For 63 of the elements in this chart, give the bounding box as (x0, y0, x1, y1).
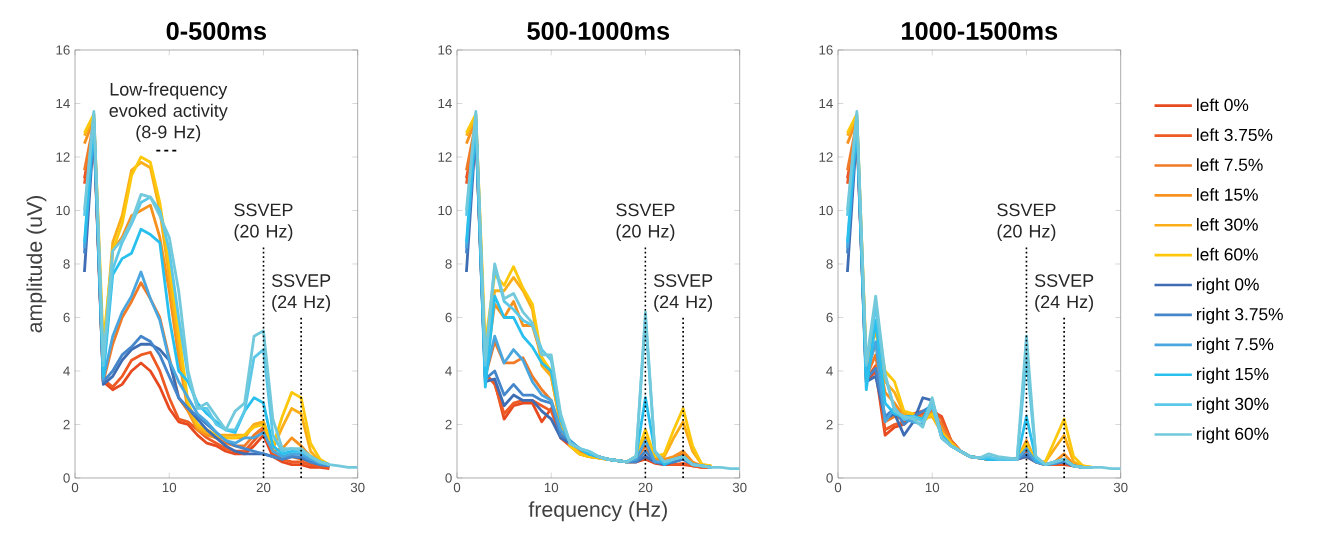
y-tick-label: 2 (63, 419, 70, 430)
y-tick-label: 8 (63, 259, 70, 269)
legend-label: right 7.5% (1197, 337, 1274, 354)
y-tick-label: 14 (56, 98, 70, 109)
ref-line-label: SSVEP (24 Hz) (653, 274, 713, 312)
legend-label: right 3.75% (1197, 307, 1283, 324)
y-tick-label: 12 (56, 152, 70, 162)
legend-label: left 30% (1197, 217, 1258, 231)
y-tick-label: 10 (438, 205, 452, 216)
y-tick-label: 8 (826, 259, 833, 269)
y-tick-label: 0 (445, 473, 452, 483)
ref-line-label: SSVEP (24 Hz) (271, 274, 331, 312)
x-tick-label: 0 (834, 482, 842, 493)
legend-label: left 7.5% (1197, 158, 1263, 171)
y-tick-label: 8 (445, 259, 452, 269)
x-tick-label: 30 (1113, 482, 1128, 493)
y-tick-label: 6 (63, 312, 70, 323)
y-tick-label: 6 (826, 312, 833, 323)
y-tick-label: 0 (826, 473, 833, 483)
x-tick-label: 30 (732, 482, 747, 493)
x-tick-label: 10 (925, 482, 940, 493)
y-tick-label: 12 (819, 152, 833, 162)
x-tick-label: 0 (453, 482, 461, 493)
x-tick-label: 20 (1019, 482, 1034, 493)
y-tick-label: 4 (63, 366, 70, 376)
y-tick-label: 4 (826, 366, 833, 376)
legend-label: left 3.75% (1197, 128, 1273, 142)
chart-title: 1000-1500ms (902, 22, 1058, 40)
x-tick-label: 20 (638, 482, 653, 493)
y-tick-label: 10 (819, 205, 833, 216)
y-tick-label: 2 (445, 419, 452, 430)
y-tick-label: 10 (56, 205, 70, 216)
x-tick-label: 10 (162, 482, 177, 493)
y-tick-label: 6 (445, 312, 452, 323)
ref-line-label: SSVEP (20 Hz) (997, 203, 1056, 242)
x-tick-label: 0 (71, 482, 79, 493)
ref-line-label: SSVEP (20 Hz) (616, 203, 675, 242)
legend-label: left 15% (1197, 188, 1258, 201)
x-tick-label: 30 (350, 482, 365, 493)
x-tick-label: 10 (544, 482, 559, 493)
y-tick-label: 16 (438, 45, 452, 55)
y-tick-label: 16 (819, 45, 833, 55)
x-axis-title: frequency (Hz) (528, 501, 667, 522)
y-tick-label: 16 (56, 45, 70, 55)
annotation: Low-frequency evoked activity (8-9 Hz) (109, 82, 228, 142)
legend-label: right 60% (1197, 427, 1269, 444)
y-tick-label: 14 (438, 98, 452, 109)
legend-label: right 0% (1197, 277, 1259, 294)
chart-title: 0-500ms (166, 22, 266, 40)
chart-title: 500-1000ms (527, 22, 670, 40)
legend-label: left 60% (1197, 247, 1258, 261)
y-tick-label: 4 (445, 366, 452, 376)
legend-label: left 0% (1197, 98, 1249, 112)
legend-label: right 30% (1197, 397, 1269, 414)
y-tick-label: 14 (819, 98, 833, 109)
y-tick-label: 2 (826, 419, 833, 430)
ref-line-label: SSVEP (20 Hz) (234, 203, 293, 242)
ref-line-label: SSVEP (24 Hz) (1034, 274, 1094, 312)
y-tick-label: 12 (438, 152, 452, 162)
legend-label: right 15% (1197, 367, 1269, 384)
y-axis-title: amplitude (uV) (26, 196, 47, 333)
y-tick-label: 0 (63, 473, 70, 483)
x-tick-label: 20 (256, 482, 271, 493)
